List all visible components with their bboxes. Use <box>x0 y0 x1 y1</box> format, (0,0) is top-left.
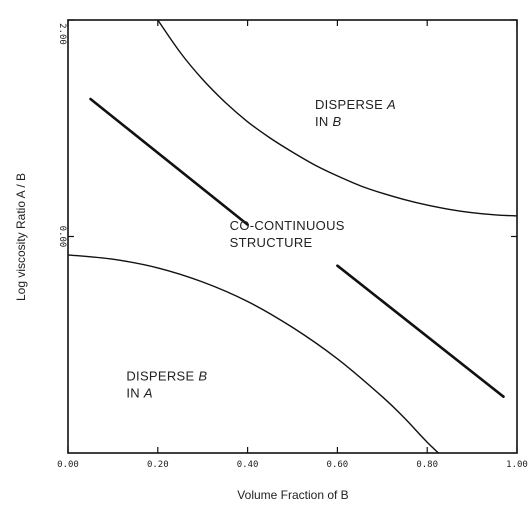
region-label-1-line-0-part-0: CO-CONTINUOUS <box>230 218 345 233</box>
y-axis-title: Log viscosity Ratio A / B <box>14 173 28 301</box>
x-tick-label-2: 0.40 <box>237 460 259 470</box>
region-label-2-line-1: IN A <box>126 385 152 400</box>
series-line-0 <box>157 20 517 217</box>
series-line-2 <box>89 97 249 226</box>
region-label-1-line-1-part-0: STRUCTURE <box>230 235 313 250</box>
region-label-2-line-1-part-0: IN <box>126 385 144 400</box>
region-label-0-line-1-part-0: IN <box>315 114 333 129</box>
region-label-2-line-1-part-1: A <box>143 385 153 400</box>
region-label-2-line-0-part-0: DISPERSE <box>126 368 198 383</box>
series-layer <box>68 20 517 453</box>
region-label-0-line-1-part-1: B <box>332 114 341 129</box>
tick-labels: 0.00 0.20 0.40 0.60 0.80 1.00 0.00 2.00 <box>57 23 528 470</box>
x-tick-label-3: 0.60 <box>327 460 349 470</box>
x-tick-label-4: 0.80 <box>416 460 438 470</box>
region-label-0-line-0-part-1: A <box>386 97 396 112</box>
x-tick-label-1: 0.20 <box>147 460 169 470</box>
region-label-2-line-0: DISPERSE B <box>126 368 207 383</box>
region-label-0-line-0-part-0: DISPERSE <box>315 97 387 112</box>
annotation-layer: DISPERSE AIN BCO-CONTINUOUSSTRUCTUREDISP… <box>126 97 396 401</box>
x-axis-title: Volume Fraction of B <box>237 488 348 502</box>
y-tick-label-0: 0.00 <box>57 226 67 248</box>
x-tick-label-5: 1.00 <box>506 460 528 470</box>
tick-marks <box>67 19 518 453</box>
y-tick-label-1: 2.00 <box>57 23 67 45</box>
x-tick-label-0: 0.00 <box>57 460 79 470</box>
region-label-1-line-0: CO-CONTINUOUS <box>230 218 345 233</box>
series-line-3 <box>336 264 505 398</box>
series-line-1 <box>68 254 440 453</box>
region-label-0-line-1: IN B <box>315 114 342 129</box>
region-label-2-line-0-part-1: B <box>198 368 207 383</box>
region-label-0-line-0: DISPERSE A <box>315 97 396 112</box>
region-label-1-line-1: STRUCTURE <box>230 235 313 250</box>
